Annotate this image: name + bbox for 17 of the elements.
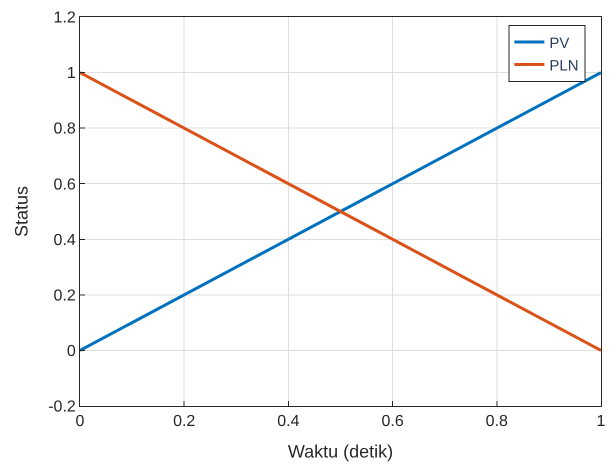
y-tick-label: 0.8: [54, 120, 76, 138]
x-tick-label: 0.2: [173, 413, 196, 430]
x-tick-label: 0.6: [381, 413, 404, 430]
x-tick-label: 0.8: [486, 413, 508, 430]
y-tick-label: 1.2: [54, 10, 76, 27]
y-tick-label: 0.4: [54, 232, 76, 249]
y-tick-label: 0.2: [54, 287, 76, 304]
x-axis-title: Waktu (detik): [288, 441, 394, 462]
y-tick-label: 0: [66, 343, 76, 360]
x-tick-label: 1: [596, 413, 606, 430]
y-tick-label: 0.6: [54, 176, 76, 194]
y-axis-title: Status: [11, 186, 32, 238]
legend-label: PV: [549, 34, 570, 52]
y-tick-label: -0.2: [48, 398, 76, 416]
legend-label: PLN: [549, 57, 579, 74]
y-tick-label: 1: [66, 65, 76, 82]
x-tick-label: 0.4: [277, 413, 300, 430]
